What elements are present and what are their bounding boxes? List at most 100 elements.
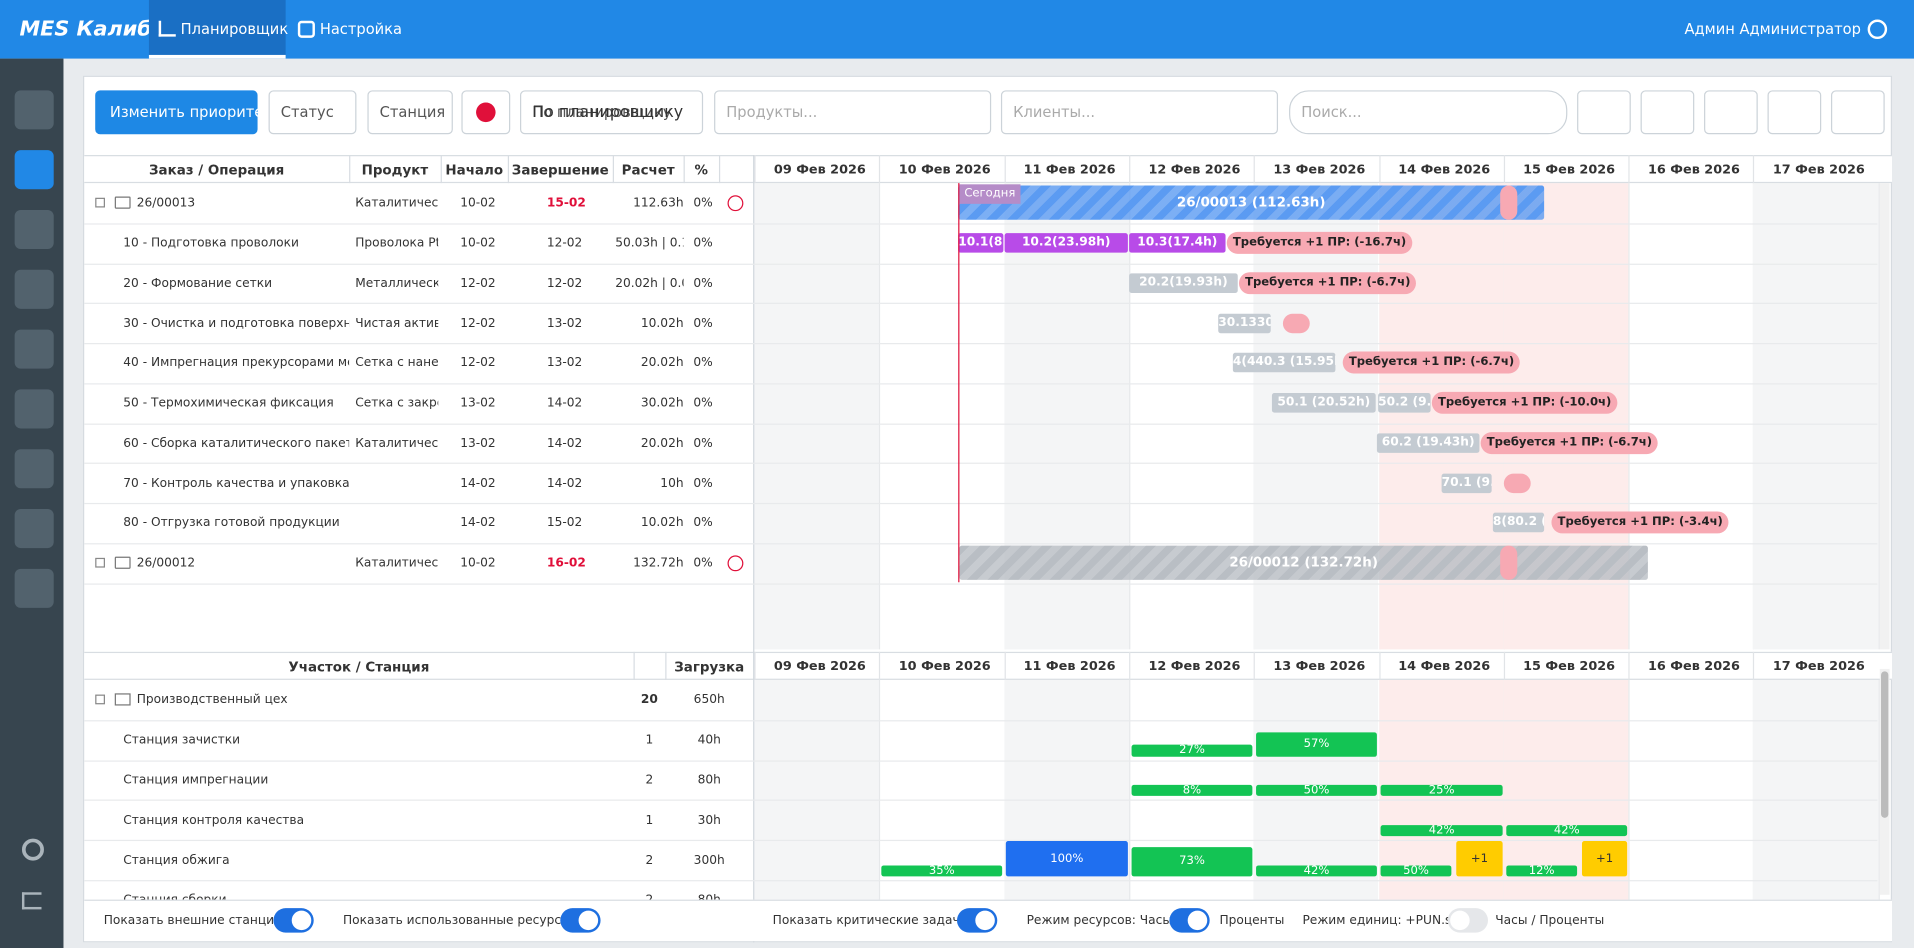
calc: 112.63h [633,196,684,211]
load-bar: 8% [1131,784,1253,797]
column-divider [665,651,667,680]
station-name: Станция импрегнации [123,773,269,788]
button[interactable] [95,90,258,135]
icon-button[interactable] [1704,90,1758,135]
header-cell [754,651,879,680]
nav-icon[interactable] [14,449,54,489]
day-shade [754,679,880,900]
footer-label: Показать внешние станции [103,914,283,928]
input[interactable] [1000,90,1279,135]
nav-icon[interactable] [14,509,54,549]
alert-badge [1503,473,1531,493]
tab[interactable]: Планировщик [180,21,289,38]
icon-button[interactable] [1640,90,1695,135]
station-name: Станция контроля качества [123,813,305,828]
gantt-bar[interactable]: 20.2(19.93h) [1129,273,1238,293]
icon-button[interactable] [1767,90,1822,135]
nav-icon[interactable] [14,150,54,190]
nav-icon[interactable] [14,209,54,250]
row-line [84,263,1878,265]
gantt-bar[interactable]: 10.3(17.4h) [1129,233,1226,253]
nav-icon[interactable] [14,329,54,369]
start: 10-02 [460,196,496,211]
gantt-bar[interactable]: 26/00013 (112.63h) [958,185,1545,221]
date-label: 17 Фев 2026 [1772,162,1865,177]
station-name: Производственный цех [136,693,288,708]
button[interactable] [367,90,453,135]
column-header: Начало [445,162,504,179]
date-label: 12 Фев 2026 [1148,162,1241,177]
station-count: 1 [645,733,654,748]
header-cell [879,155,1004,184]
expand-icon[interactable] [95,557,105,568]
order-name: 40 - Импрегнация прекурсорами металла [123,356,349,371]
start: 12-02 [460,276,496,291]
button-label: Станция [379,104,446,121]
user: Админ Администратор [1684,21,1861,38]
start: 14-02 [460,516,496,531]
header-cell [879,651,1004,680]
warning-badge: Требуется +1 ПР: (-6.7ч) [1480,431,1659,454]
gantt-bar[interactable]: 70.1 (9.9 [1441,473,1492,493]
load-bar: 42% [1380,825,1503,837]
load-bar: 35% [881,865,1003,877]
button-label: Статус [280,104,334,121]
nav-icon[interactable] [14,269,54,309]
day-line [1878,679,1880,900]
gantt-bar[interactable]: 26/00012 (132.72h) [959,545,1648,580]
button[interactable] [268,90,357,135]
deadline-icon [727,555,744,572]
alert-badge [1282,313,1310,333]
percent: 0% [693,556,713,571]
nav-icon[interactable] [14,389,54,429]
user-icon[interactable] [1867,19,1888,40]
nav-icon[interactable] [21,892,42,910]
order-name: 30 - Очистка и подготовка поверхности [123,316,349,331]
scrollbar [1879,183,1890,650]
end: 13-02 [546,356,583,371]
select[interactable] [520,90,704,135]
station-load: 30h [697,813,721,828]
icon-button[interactable] [1830,90,1885,135]
row-line [84,800,1878,802]
load-bar: +1 [1456,841,1503,877]
gantt-bar[interactable]: 10.1(8.62h) [958,233,1004,253]
input[interactable] [714,90,992,135]
gantt-bar[interactable]: 4(440.3 (15.95h) [1232,353,1336,373]
percent: 0% [693,316,713,331]
nav-icon[interactable] [14,90,54,130]
tab[interactable]: Настройка [319,21,402,38]
load-bar: 73% [1131,847,1253,877]
station-load: 300h [693,853,725,868]
header-cell [1503,155,1629,184]
row-line [84,303,1878,305]
day-shade [1753,183,1879,650]
order-name: 80 - Отгрузка готовой продукции [123,516,340,531]
expand-icon[interactable] [95,198,105,208]
gantt-bar[interactable]: 8(80.2 ( [1492,513,1545,533]
header-cell [1004,155,1129,184]
gantt-bar[interactable]: 30.1330 [1218,313,1271,333]
row-line [84,502,1878,505]
gantt-bar[interactable]: 10.2(23.98h) [1004,233,1128,253]
date-label: 11 Фев 2026 [1023,659,1116,674]
warning-badge: Требуется +1 ПР: (-6.7ч) [1342,352,1521,374]
day-shade [754,183,880,650]
expand-icon[interactable] [95,695,105,705]
load-bar: 57% [1256,732,1377,757]
gantt-bar[interactable]: 60.2 (19.43h) [1376,433,1480,453]
calc: 20.02h | 0.0 [615,276,684,291]
icon-button[interactable] [1577,90,1631,135]
nav-icon[interactable] [21,838,44,861]
start: 13-02 [460,396,496,411]
gantt-bar[interactable]: 50.1 (20.52h) [1271,393,1376,413]
tab-active[interactable] [148,0,286,59]
toggle-knob [578,910,599,931]
nav-icon[interactable] [14,568,54,608]
input[interactable] [1289,90,1568,135]
order-name: 20 - Формование сетки [123,276,273,291]
input-label: Клиенты... [1013,104,1096,121]
header-cell [1253,651,1379,680]
gantt-bar[interactable]: 50.2 (9. [1378,393,1431,413]
product: Сетка с нанесё [355,356,439,371]
